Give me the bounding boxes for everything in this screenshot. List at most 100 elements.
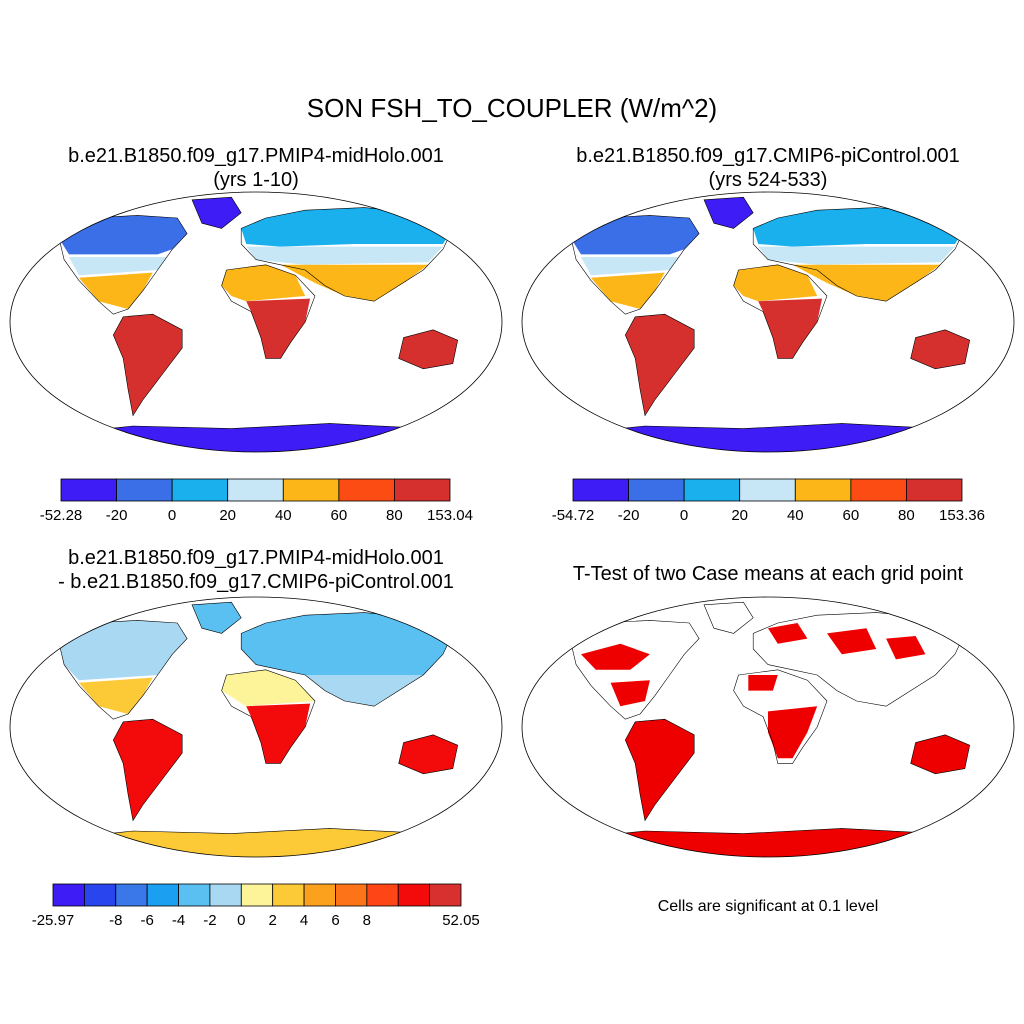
land-color-region bbox=[571, 215, 700, 255]
land-color-region bbox=[221, 264, 306, 302]
colorbar-1: -52.28 -20 0 20 40 60 80 153.04 bbox=[40, 478, 473, 524]
land-color-region bbox=[590, 272, 665, 309]
significant-region bbox=[827, 628, 877, 655]
coastline-australia bbox=[398, 734, 459, 775]
colorbar-swatch bbox=[394, 478, 451, 502]
land-color-region bbox=[69, 257, 168, 276]
coastline-africa bbox=[221, 264, 316, 359]
colorbar-tick-label: -20 bbox=[618, 507, 640, 524]
land-color-region bbox=[246, 703, 311, 764]
coastline-australia bbox=[398, 329, 459, 370]
land-color-region bbox=[704, 197, 754, 229]
colorbar-tick-label: 80 bbox=[898, 507, 915, 524]
land-color-region bbox=[59, 620, 188, 681]
coastline-northAmerica bbox=[58, 215, 188, 315]
land-color-region bbox=[113, 719, 183, 821]
colorbar-tick-label: 40 bbox=[787, 507, 804, 524]
colorbar-tick-label: 20 bbox=[731, 507, 748, 524]
land-color-region bbox=[78, 677, 153, 714]
land-color-region bbox=[753, 207, 965, 247]
significant-region bbox=[910, 734, 970, 774]
colorbar-swatch bbox=[227, 478, 284, 502]
colorbar-2: -54.72 -20 0 20 40 60 80 153.36 bbox=[552, 478, 985, 524]
coastline-eurasia bbox=[240, 207, 454, 302]
colorbar-swatch bbox=[572, 478, 629, 502]
land-color-region bbox=[192, 197, 242, 229]
colorbar-tick-label: 2 bbox=[269, 912, 277, 929]
significant-region bbox=[768, 706, 818, 759]
figure-title: SON FSH_TO_COUPLER (W/m^2) bbox=[306, 93, 718, 123]
land-color-region bbox=[280, 264, 429, 302]
colorbar-swatch bbox=[115, 883, 148, 907]
coastline-eurasia bbox=[752, 612, 966, 707]
colorbar-tick-label: 6 bbox=[331, 912, 339, 929]
coastline-greenland bbox=[703, 601, 754, 634]
land-color-region bbox=[758, 246, 955, 265]
colorbar-swatch bbox=[60, 478, 117, 502]
significant-region bbox=[581, 643, 650, 670]
significance-note: Cells are significant at 0.1 level bbox=[657, 898, 879, 915]
colorbar-tick-label: -4 bbox=[172, 912, 185, 929]
land-color-region bbox=[305, 675, 424, 707]
colorbar-swatch bbox=[209, 883, 242, 907]
colorbar-swatch bbox=[794, 478, 852, 502]
colorbar-swatch bbox=[303, 883, 336, 907]
colorbar-tick-label: 52.05 bbox=[442, 912, 480, 929]
colorbar-swatch bbox=[178, 883, 211, 907]
colorbar-tick-label: -52.28 bbox=[40, 507, 83, 524]
map-border bbox=[9, 191, 503, 453]
map-panel-1 bbox=[9, 191, 503, 453]
colorbar-swatch bbox=[272, 883, 305, 907]
land-color-region bbox=[792, 264, 941, 302]
significant-region bbox=[886, 636, 926, 660]
map-border bbox=[521, 596, 1015, 858]
coastline-greenland bbox=[191, 196, 242, 229]
colorbar-tick-label: 40 bbox=[275, 507, 292, 524]
colorbar-3: -25.97 -8 -6 -4 -2 0 2 4 6 8 52.05 bbox=[32, 883, 480, 929]
colorbar-tick-label: 0 bbox=[168, 507, 176, 524]
colorbar-swatch bbox=[240, 883, 274, 907]
colorbar-tick-label: -8 bbox=[109, 912, 122, 929]
colorbar-swatch bbox=[338, 478, 395, 502]
significant-region bbox=[610, 680, 650, 707]
coastline-africa bbox=[733, 669, 828, 764]
land-color-region bbox=[758, 298, 823, 359]
map-panel-2 bbox=[521, 191, 1015, 453]
colorbar-tick-label: 4 bbox=[300, 912, 308, 929]
colorbar-tick-label: 8 bbox=[363, 912, 371, 929]
colorbar-swatch bbox=[906, 478, 963, 502]
coastline-northAmerica bbox=[570, 620, 700, 720]
colorbar-swatch bbox=[171, 478, 229, 502]
land-color-region bbox=[241, 207, 453, 247]
land-color-region bbox=[733, 264, 818, 302]
panel3-title-line1: b.e21.B1850.f09_g17.PMIP4-midHolo.001 bbox=[68, 547, 444, 569]
panel2-title-line1: b.e21.B1850.f09_g17.CMIP6-piControl.001 bbox=[576, 145, 960, 167]
coastline-australia bbox=[910, 329, 971, 370]
colorbar-swatch bbox=[366, 883, 399, 907]
panel2-title-line2: (yrs 524-533) bbox=[708, 169, 828, 191]
land-color-region bbox=[398, 329, 458, 369]
land-color-region bbox=[246, 246, 443, 265]
land-color-region bbox=[398, 734, 458, 774]
colorbar-swatch bbox=[146, 883, 179, 907]
coastline-southAmerica bbox=[112, 718, 183, 822]
colorbar-swatch bbox=[739, 478, 796, 502]
colorbar-tick-label: -6 bbox=[141, 912, 154, 929]
land-color-region bbox=[221, 669, 315, 707]
colorbar-swatch bbox=[850, 478, 907, 502]
colorbar-tick-label: -25.97 bbox=[32, 912, 75, 929]
land-color-region bbox=[910, 329, 970, 369]
colorbar-tick-label: 80 bbox=[386, 507, 403, 524]
colorbar-tick-label: 153.04 bbox=[427, 507, 473, 524]
coastline-africa bbox=[733, 264, 828, 359]
land-color-region bbox=[246, 298, 311, 359]
colorbar-tick-label: 20 bbox=[219, 507, 236, 524]
colorbar-swatch bbox=[52, 883, 85, 907]
colorbar-tick-label: -54.72 bbox=[552, 507, 595, 524]
colorbar-tick-label: 60 bbox=[843, 507, 860, 524]
coastline-southAmerica bbox=[624, 718, 695, 822]
panel1-title-line2: (yrs 1-10) bbox=[213, 169, 299, 191]
colorbar-tick-label: -20 bbox=[106, 507, 128, 524]
land-color-region bbox=[59, 215, 188, 255]
map-panel-3 bbox=[9, 596, 503, 858]
